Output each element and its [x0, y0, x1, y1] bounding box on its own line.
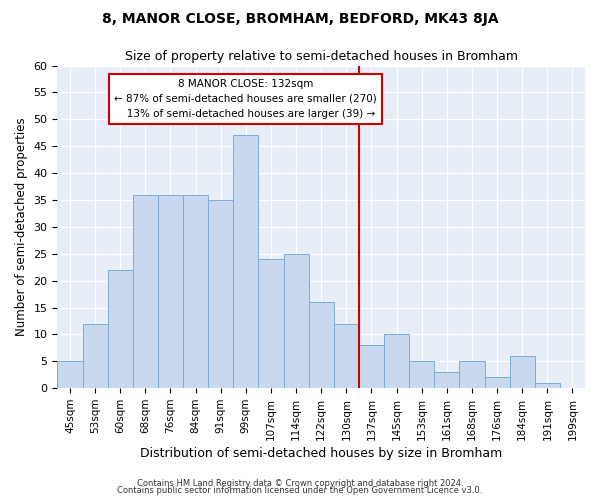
Bar — [58, 362, 83, 388]
Bar — [460, 362, 485, 388]
Bar — [308, 302, 334, 388]
Title: Size of property relative to semi-detached houses in Bromham: Size of property relative to semi-detach… — [125, 50, 518, 63]
Bar — [208, 200, 233, 388]
X-axis label: Distribution of semi-detached houses by size in Bromham: Distribution of semi-detached houses by … — [140, 447, 502, 460]
Bar — [509, 356, 535, 388]
Text: Contains public sector information licensed under the Open Government Licence v3: Contains public sector information licen… — [118, 486, 482, 495]
Bar — [158, 194, 183, 388]
Bar — [334, 324, 359, 388]
Bar — [485, 378, 509, 388]
Bar — [83, 324, 107, 388]
Bar — [434, 372, 460, 388]
Bar — [535, 383, 560, 388]
Y-axis label: Number of semi-detached properties: Number of semi-detached properties — [15, 118, 28, 336]
Bar — [133, 194, 158, 388]
Text: 8 MANOR CLOSE: 132sqm
← 87% of semi-detached houses are smaller (270)
   13% of : 8 MANOR CLOSE: 132sqm ← 87% of semi-deta… — [115, 79, 377, 118]
Bar — [409, 362, 434, 388]
Bar — [384, 334, 409, 388]
Text: 8, MANOR CLOSE, BROMHAM, BEDFORD, MK43 8JA: 8, MANOR CLOSE, BROMHAM, BEDFORD, MK43 8… — [101, 12, 499, 26]
Bar — [259, 259, 284, 388]
Bar — [183, 194, 208, 388]
Text: Contains HM Land Registry data © Crown copyright and database right 2024.: Contains HM Land Registry data © Crown c… — [137, 478, 463, 488]
Bar — [107, 270, 133, 388]
Bar — [233, 136, 259, 388]
Bar — [284, 254, 308, 388]
Bar — [359, 345, 384, 388]
